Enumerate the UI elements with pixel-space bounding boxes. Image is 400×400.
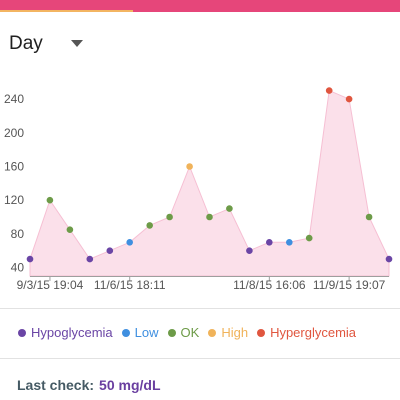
legend-label: High [221, 325, 249, 340]
x-tick-label: 11/6/15 18:11 [94, 278, 166, 292]
legend-dot-icon [121, 328, 130, 337]
range-dropdown-value: Day [9, 33, 43, 54]
legend-label: OK [180, 325, 200, 340]
data-point [186, 163, 193, 170]
data-point [286, 239, 293, 246]
data-point [385, 255, 393, 263]
chevron-down-icon [71, 40, 83, 47]
data-point [106, 247, 114, 254]
data-point [325, 87, 333, 94]
data-point [166, 213, 173, 221]
data-point [126, 239, 133, 246]
y-tick-label: 40 [11, 261, 25, 275]
x-tick-label: 9/3/15 19:04 [17, 278, 84, 292]
x-tick-label: 11/8/15 16:06 [233, 278, 306, 292]
legend-label: Hyperglycemia [270, 325, 357, 340]
last-check: Last check: 50 mg/dL [17, 377, 161, 393]
last-check-value: 50 mg/dL [99, 377, 161, 393]
tab-indicator [0, 10, 133, 12]
data-point [66, 226, 74, 233]
range-dropdown[interactable]: Day [0, 22, 100, 66]
divider [0, 308, 400, 309]
legend-dot-icon [18, 328, 26, 337]
data-point [345, 95, 353, 103]
legend-dot-icon [208, 328, 217, 337]
data-point [305, 234, 313, 242]
data-point [86, 255, 94, 263]
legend-item: Low [121, 325, 159, 340]
y-tick-label: 200 [4, 126, 24, 140]
legend-item: Hyperglycemia [257, 325, 356, 340]
x-tick-label: 11/9/15 19:07 [313, 278, 386, 292]
y-tick-label: 160 [4, 159, 24, 173]
legend-item: OK [167, 325, 200, 340]
legend-item: High [208, 325, 248, 340]
legend-dot-icon [257, 328, 266, 337]
last-check-label: Last check: [17, 377, 95, 393]
y-tick-label: 80 [11, 227, 25, 241]
data-point [26, 255, 34, 263]
y-tick-label: 120 [4, 193, 24, 207]
glucose-chart: 40 80 120 160 200 240 9/3/15 19:04 11/6/15 18:1… [4, 87, 393, 292]
legend-label: Low [134, 325, 159, 340]
data-point [266, 239, 273, 246]
divider [0, 358, 400, 359]
legend-label: Hypoglycemia [31, 325, 113, 340]
area-series [29, 89, 390, 277]
data-point [246, 247, 253, 254]
y-tick-label: 240 [4, 92, 24, 106]
top-app-bar [0, 0, 400, 12]
data-point [146, 222, 153, 229]
legend-item: Hypoglycemia [18, 325, 113, 340]
data-point [206, 213, 213, 221]
data-point [226, 205, 233, 212]
data-point [365, 213, 373, 221]
chart-legend: Hypoglycemia Low OK High Hyperglycemia [18, 325, 365, 340]
data-point [46, 196, 54, 204]
legend-dot-icon [167, 328, 176, 337]
